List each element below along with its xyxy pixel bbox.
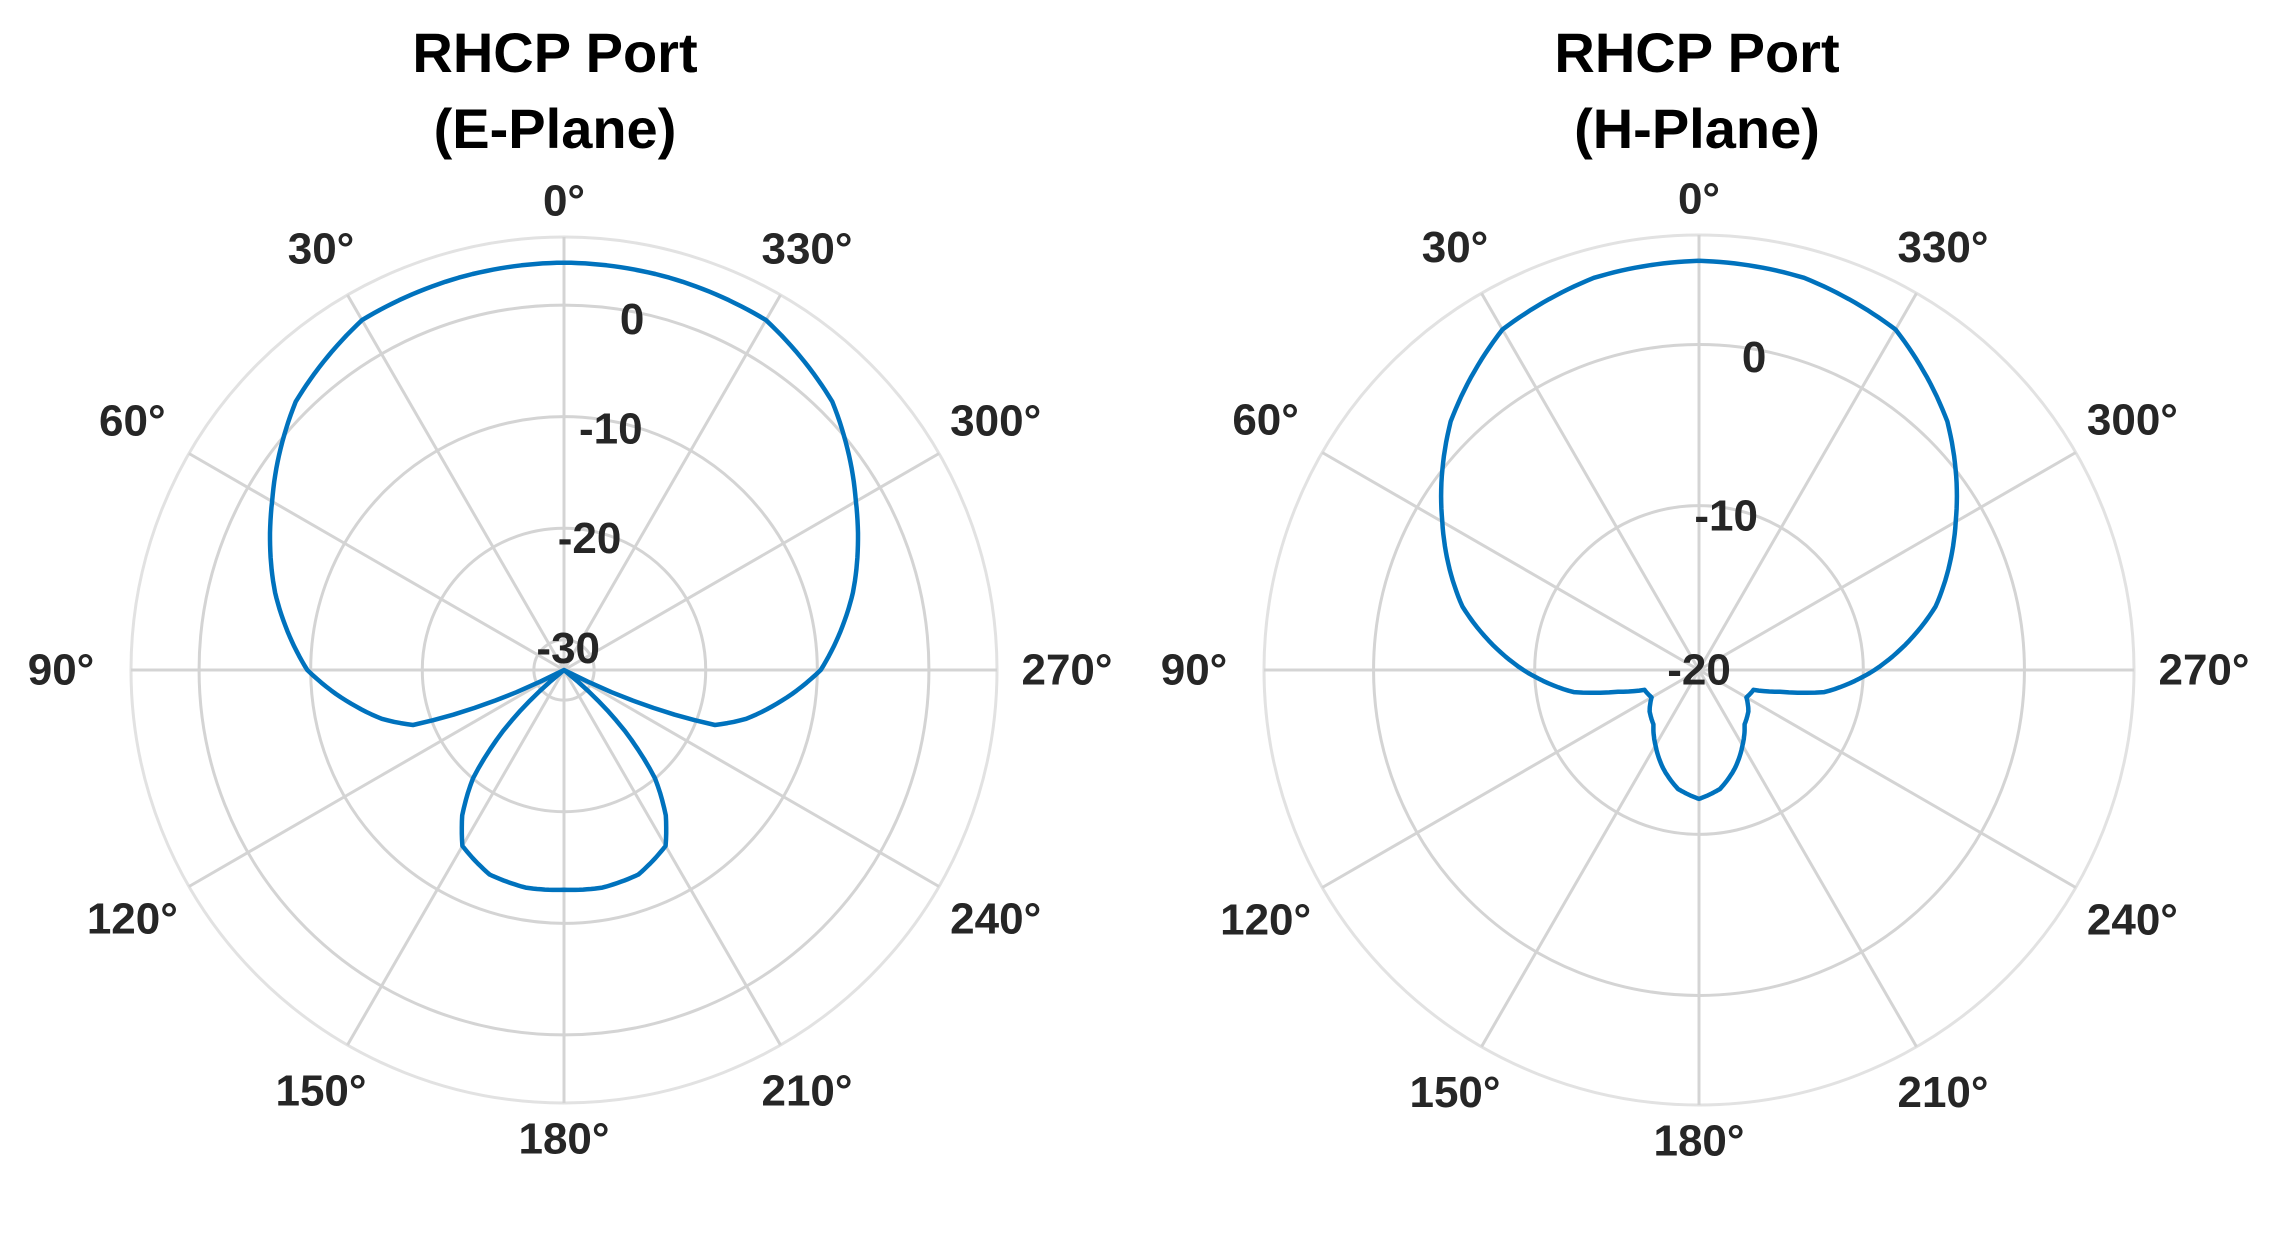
grid-spoke [346,669,566,1046]
theta-tick-label: 270° [1021,646,1112,695]
grid-spoke [188,452,565,672]
grid-spoke [562,294,782,671]
theta-tick-label: 300° [2087,395,2178,444]
theta-tick-label: 300° [950,396,1041,445]
theta-tick-label: 30° [288,225,355,274]
theta-tick-label: 180° [518,1115,609,1164]
polar-chart-1: RHCP Port (E-Plane) 0° 30° 60° 90° 120° 150° 180… [28,21,1113,1164]
grid-spoke [563,668,940,888]
theta-tick-label: 180° [1653,1117,1744,1166]
r-tick-label: 0 [620,295,644,344]
chart-title-line1: RHCP Port [412,21,697,84]
grid-spoke [1321,668,1700,889]
theta-tick-label: 30° [1422,223,1489,272]
r-tick-label: 0 [1742,333,1766,382]
grid-spoke [1480,292,1701,671]
theta-tick-label: 270° [2158,646,2249,695]
theta-tick-label: 120° [87,895,178,944]
grid-spoke [1697,669,1918,1048]
chart-title-line2: (H-Plane) [1574,97,1820,160]
grid-spoke [1698,668,2077,889]
grid-spoke [1697,292,1918,671]
theta-tick-label: 0° [1678,175,1720,224]
theta-tick-label: 210° [1897,1068,1988,1117]
theta-tick-label: 0° [543,177,585,226]
theta-tick-label: 90° [1161,646,1228,695]
grid-spoke [1321,451,1700,672]
grid-spoke [188,668,565,888]
chart-title-line1: RHCP Port [1554,21,1839,84]
pattern-line [1438,258,1960,802]
theta-tick-label: 120° [1220,896,1311,945]
polar-chart-2: RHCP Port (H-Plane) 0° 30° 60° 90° 120° 150° 180… [1161,21,2250,1166]
theta-tick-label: 330° [1897,223,1988,272]
r-tick-label: -10 [1694,492,1758,541]
r-tick-label: -20 [558,514,622,563]
grid-spoke [562,669,782,1046]
theta-tick-label: 60° [99,396,166,445]
theta-tick-label: 150° [275,1066,366,1115]
grid-spoke [563,452,940,672]
r-tick-label: -20 [1667,646,1731,695]
theta-tick-label: 150° [1409,1068,1500,1117]
theta-tick-label: 210° [761,1066,852,1115]
grid-spoke [1698,451,2077,672]
theta-tick-label: 90° [28,646,95,695]
r-tick-label: -10 [579,405,643,454]
chart-title-line2: (E-Plane) [434,97,677,160]
grid-spoke [1480,669,1701,1048]
theta-tick-label: 330° [761,225,852,274]
r-tick-label: -30 [536,624,600,673]
theta-tick-label: 60° [1232,395,1299,444]
grid-spoke [346,294,566,671]
pattern-line [267,260,861,893]
theta-tick-label: 240° [2087,896,2178,945]
theta-tick-label: 240° [950,895,1041,944]
